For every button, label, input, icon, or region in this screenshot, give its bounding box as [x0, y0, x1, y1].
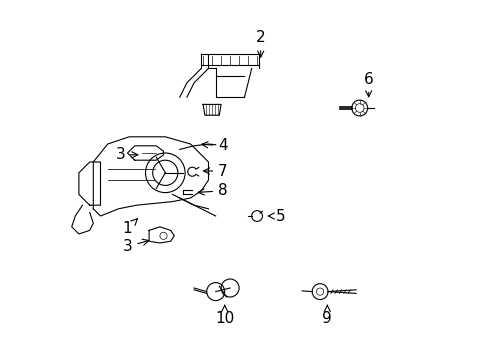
- Text: 10: 10: [215, 305, 234, 326]
- Text: 3: 3: [115, 147, 138, 162]
- Text: 2: 2: [255, 30, 265, 57]
- Text: 6: 6: [363, 72, 373, 97]
- Text: 4: 4: [201, 138, 227, 153]
- Text: 8: 8: [198, 183, 227, 198]
- Text: 5: 5: [268, 208, 285, 224]
- Text: 1: 1: [122, 219, 137, 236]
- Text: 9: 9: [322, 305, 331, 326]
- Text: 7: 7: [203, 163, 227, 179]
- Text: 3: 3: [122, 239, 148, 254]
